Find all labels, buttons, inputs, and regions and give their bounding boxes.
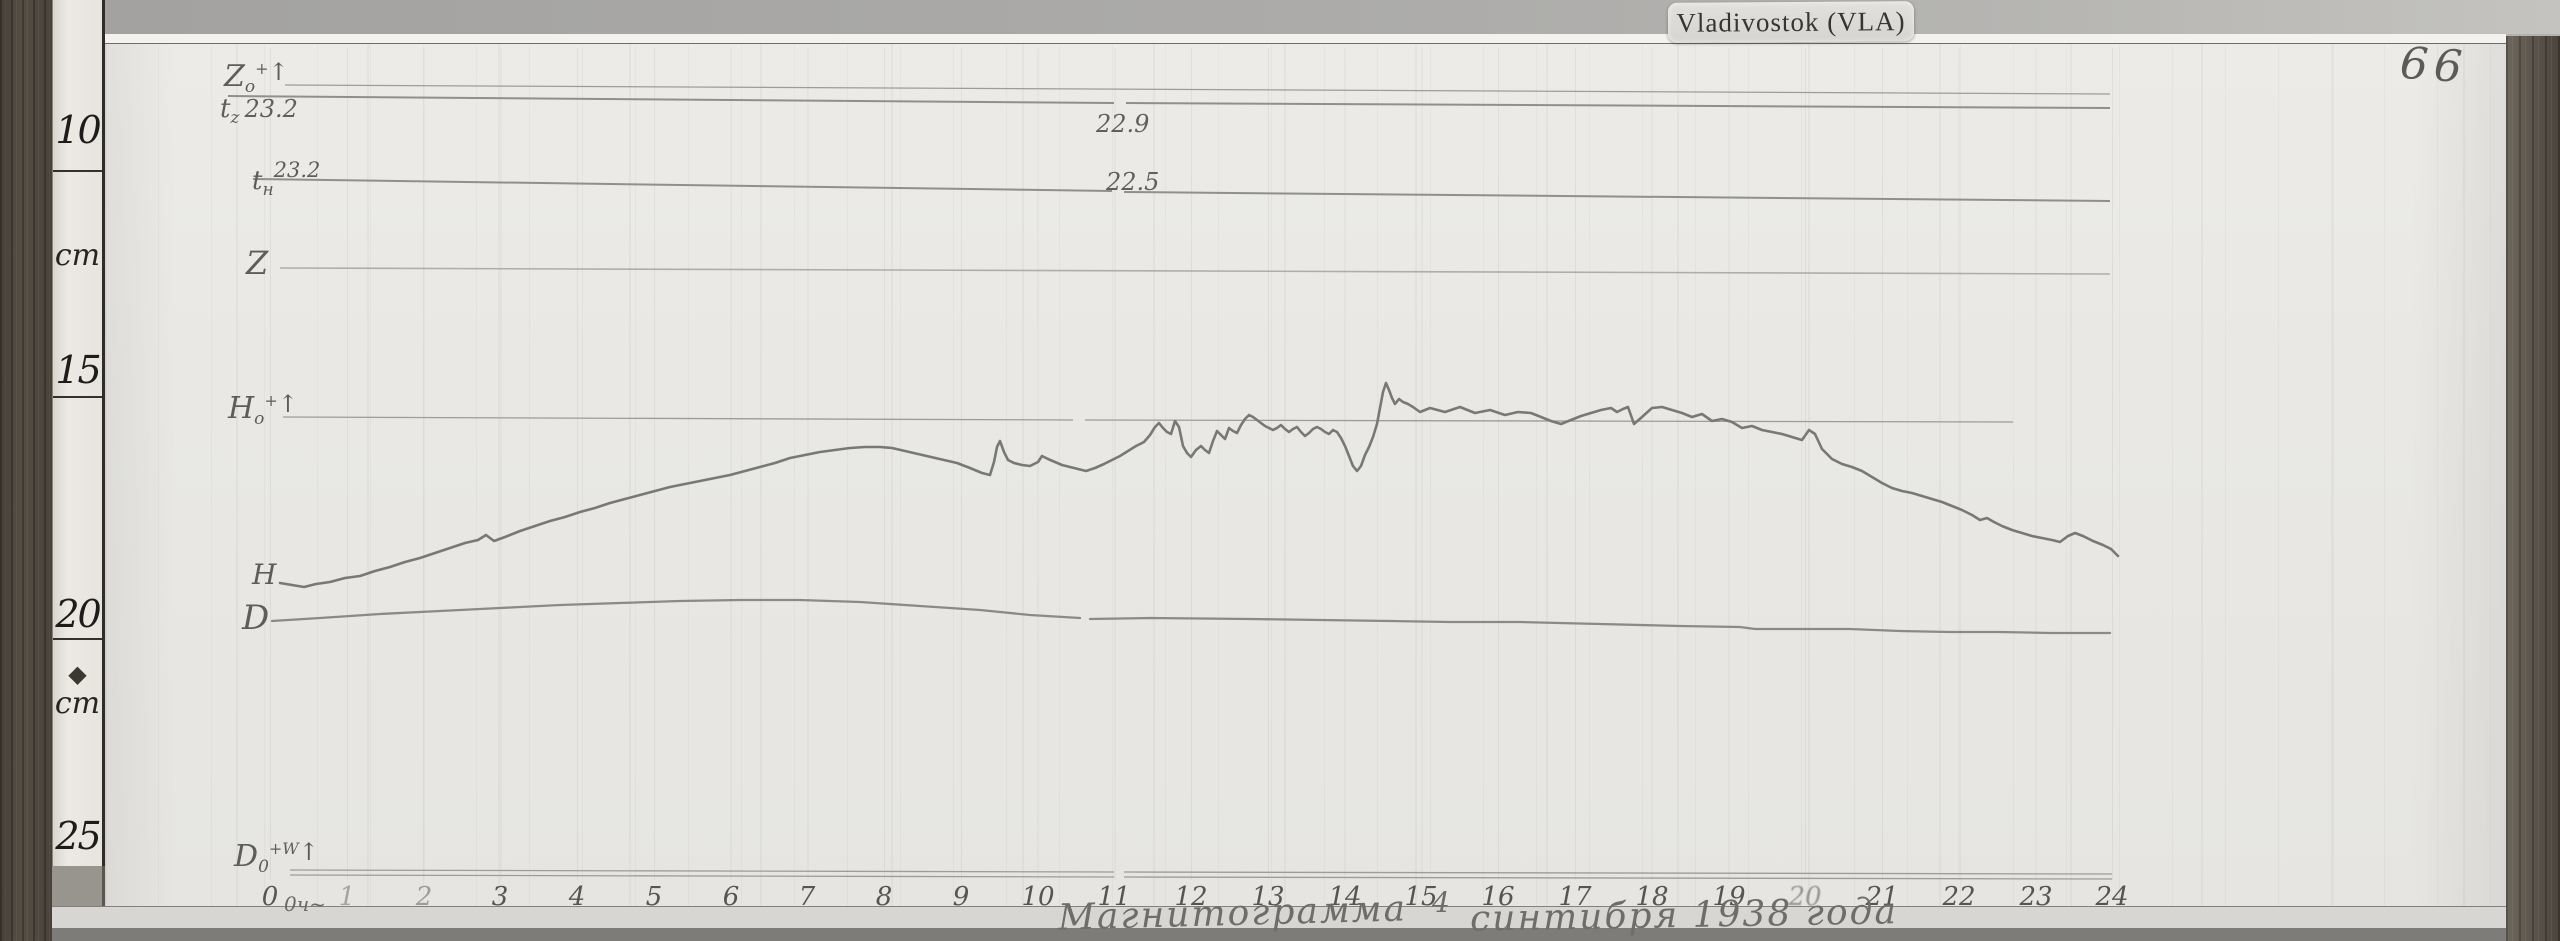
- hour-label-0: 0: [261, 882, 279, 912]
- d0-letter: D: [234, 839, 259, 874]
- hour-label-4: 4: [568, 882, 586, 912]
- tz-label: tz 23.2: [220, 94, 298, 128]
- d-trace-label: D: [242, 598, 270, 638]
- ruler-unit-bottom: cm: [54, 686, 101, 721]
- tn-label: tн23.2: [252, 158, 320, 200]
- station-name: Vladivostok (VLA): [1676, 5, 1906, 38]
- annotation-day: 4: [1432, 886, 1452, 919]
- hour-label-2: 2: [415, 882, 433, 912]
- tn-sub: н: [262, 180, 274, 200]
- h0-letter: H: [228, 391, 255, 426]
- hour-label-23: 23: [2019, 882, 2053, 912]
- ruler-tick: [53, 638, 102, 640]
- hour-label-5: 5: [645, 882, 663, 912]
- cm-ruler: 10 cm 15 20 ◆ cm 25: [52, 0, 105, 866]
- hour-label-6: 6: [722, 882, 740, 912]
- ruler-tick: [53, 396, 102, 398]
- tn-letter: t: [252, 166, 263, 196]
- tz-midday-value: 22.9: [1096, 110, 1150, 138]
- ruler-mark-10: 10: [55, 108, 101, 152]
- h0-sub: o: [254, 409, 265, 429]
- hour-label-13: 13: [1251, 882, 1285, 912]
- tz-letter: t: [220, 94, 231, 124]
- h-trace-label: H: [252, 558, 277, 591]
- station-label-sticker: Vladivostok (VLA): [1667, 1, 1915, 43]
- hour-label-8: 8: [875, 882, 893, 912]
- paper-bottom-edge: [52, 906, 2506, 907]
- ruler-mark-20: 20: [55, 592, 101, 636]
- hour-label-18: 18: [1635, 882, 1669, 912]
- hour-label-21: 21: [1865, 882, 1899, 912]
- h0-plus: +: [264, 391, 278, 410]
- zero-hour-note: 0ч~: [284, 892, 326, 916]
- z-trace-label: Z: [246, 244, 269, 282]
- hour-label-3: 3: [491, 882, 509, 912]
- tn-value: 23.2: [273, 158, 321, 182]
- hour-label-14: 14: [1328, 882, 1362, 912]
- z-baseline-label: Zo+↑: [224, 58, 289, 97]
- hour-label-17: 17: [1558, 882, 1592, 912]
- ruler-mark-15: 15: [55, 348, 101, 392]
- d0-sub: 0: [258, 857, 269, 877]
- tz-value: 23.2: [244, 95, 298, 123]
- hour-label-22: 22: [1942, 882, 1976, 912]
- paper-top-edge: [105, 34, 2506, 44]
- z0-sub: o: [244, 77, 256, 97]
- recording-paper: [105, 44, 2506, 906]
- hour-label-9: 9: [952, 882, 970, 912]
- paper-bottom-band: [52, 907, 2506, 928]
- ruler-tick: [53, 170, 102, 172]
- d0-plus-w: +W: [268, 839, 299, 858]
- ruler-diamond-icon: ◆: [68, 660, 87, 688]
- hour-label-10: 10: [1021, 882, 1055, 912]
- tn-midday-value: 22.5: [1106, 168, 1160, 196]
- table-shadow-band: [52, 928, 2506, 941]
- hour-label-24: 24: [2095, 882, 2129, 912]
- ruler-unit-top: cm: [54, 238, 101, 273]
- hour-label-19: 19: [1712, 882, 1746, 912]
- z0-plus: +: [255, 59, 269, 78]
- hour-label-11: 11: [1097, 882, 1131, 912]
- wood-frame-left: [0, 0, 52, 941]
- h-baseline-label: Ho+↑: [228, 390, 298, 429]
- hour-label-15: 15: [1404, 882, 1438, 912]
- hour-label-20: 20: [1788, 882, 1822, 912]
- hour-label-12: 12: [1174, 882, 1208, 912]
- ruler-mark-25: 25: [55, 814, 101, 858]
- paper-top-strip: [105, 0, 2560, 34]
- up-arrow-icon: ↑: [268, 58, 289, 86]
- hour-label-7: 7: [798, 882, 816, 912]
- tz-sub: z: [230, 108, 240, 128]
- up-arrow-icon: ↑: [277, 390, 298, 418]
- sheet-number: 66: [2398, 37, 2470, 94]
- wood-frame-right: [2506, 36, 2560, 941]
- d-baseline-label: D0+W↑: [234, 838, 319, 877]
- z0-letter: Z: [224, 59, 245, 94]
- hour-label-16: 16: [1481, 882, 1515, 912]
- hour-label-1: 1: [338, 882, 356, 912]
- up-arrow-icon: ↑: [298, 838, 319, 866]
- annotation-date: синтибря 1938 года: [1469, 891, 1899, 940]
